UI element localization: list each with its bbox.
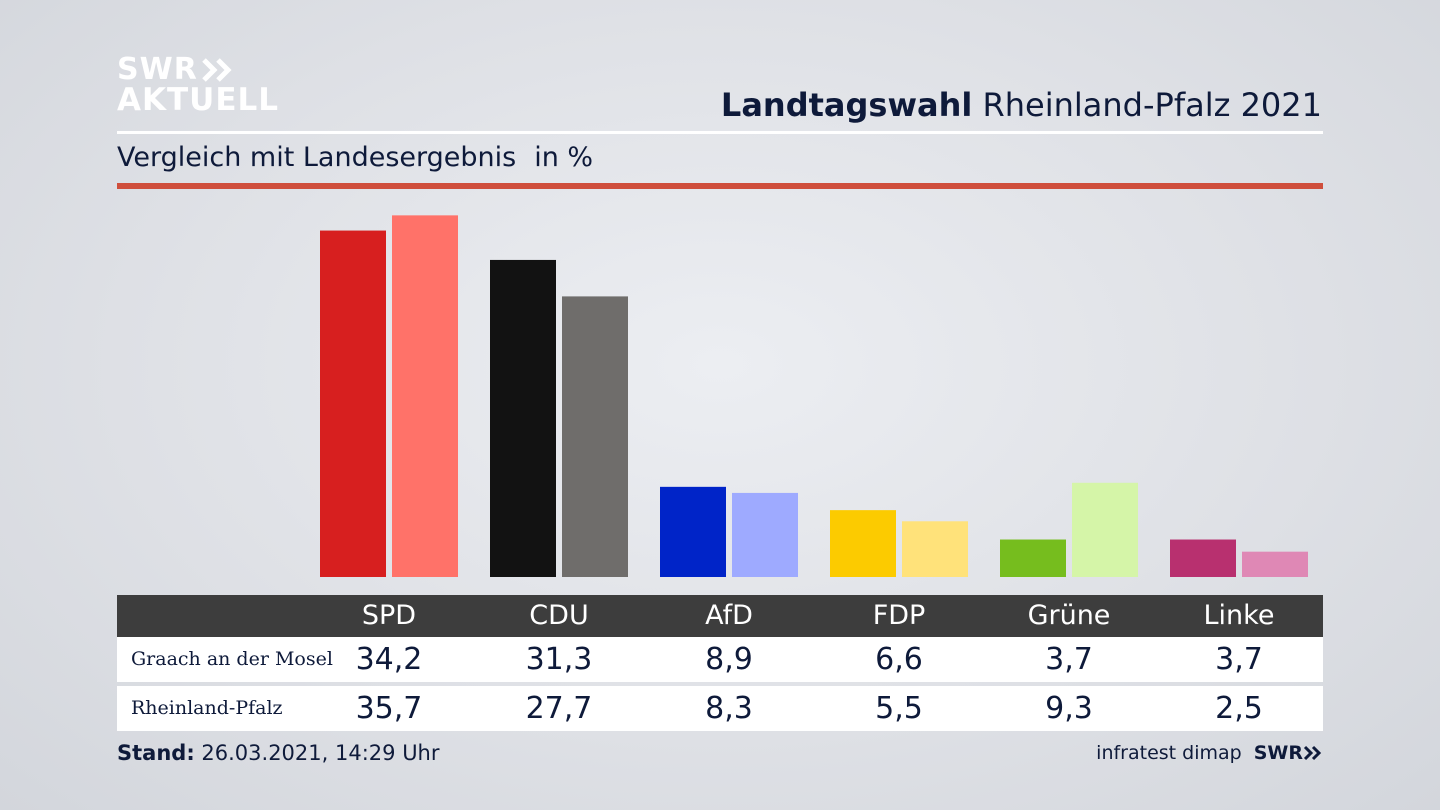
title-bold: Landtagswahl — [720, 86, 973, 124]
column-header: FDP — [872, 600, 926, 631]
table-row: Rheinland-Pfalz 35,7 27,7 8,3 5,5 9,3 2,5 — [117, 686, 1323, 731]
title-rest: Rheinland-Pfalz 2021 — [982, 86, 1322, 124]
value-cell: 3,7 — [1045, 642, 1093, 677]
column-header: Grüne — [1027, 600, 1111, 631]
bar-linke-local — [1170, 539, 1236, 577]
bar-grüne-state — [1072, 482, 1138, 577]
bar-cdu-local — [490, 259, 556, 577]
logo-line-2: AKTUELL — [117, 82, 280, 118]
value-cell: 31,3 — [525, 642, 593, 677]
stand-value: 26.03.2021, 14:29 Uhr — [201, 741, 440, 765]
value-cell: 27,7 — [525, 691, 593, 726]
unit-label: in % — [534, 142, 594, 173]
swr-aktuell-logo: SWR AKTUELL — [117, 54, 279, 116]
value-cell: 8,9 — [705, 642, 753, 677]
source-label: infratest dimap — [1096, 742, 1242, 764]
bar-grüne-local — [1000, 539, 1066, 577]
bar-afd-local — [660, 486, 726, 577]
double-chevron-icon — [1303, 745, 1322, 761]
chart-subtitle: Vergleich mit Landesergebnis in % — [117, 142, 593, 173]
bar-spd-state — [392, 215, 458, 577]
footer-swr-logo: SWR — [1254, 742, 1323, 764]
value-cell: 34,2 — [355, 642, 423, 677]
accent-divider — [117, 183, 1323, 189]
chart-title: Landtagswahl Rheinland-Pfalz 2021 — [721, 86, 1322, 124]
table-header: SPD CDU AfD FDP Grüne Linke — [117, 595, 1323, 637]
logo-line-1: SWR — [117, 52, 198, 87]
bar-afd-state — [732, 492, 798, 577]
column-header: SPD — [361, 600, 417, 631]
bar-fdp-state — [902, 521, 968, 577]
column-header: CDU — [529, 600, 589, 631]
footer-brand: SWR — [1253, 742, 1303, 764]
bar-fdp-local — [830, 510, 896, 577]
value-cell: 2,5 — [1215, 691, 1263, 726]
value-cell: 35,7 — [355, 691, 423, 726]
bar-cdu-state — [562, 296, 628, 577]
value-cell: 5,5 — [875, 691, 923, 726]
value-cell: 6,6 — [875, 642, 923, 677]
results-table: SPD CDU AfD FDP Grüne Linke Graach an der Mos… — [117, 595, 1323, 731]
column-header: Linke — [1203, 600, 1275, 631]
column-header: AfD — [705, 600, 753, 631]
bar-spd-local — [320, 230, 386, 577]
stand-label: Stand: — [117, 741, 195, 765]
footer-credits: infratest dimap SWR — [1096, 742, 1323, 764]
row-label: Graach an der Mosel — [131, 648, 333, 670]
table-row: Graach an der Mosel 34,2 31,3 8,9 6,6 3,7 3,7 — [117, 637, 1323, 682]
value-cell: 3,7 — [1215, 642, 1263, 677]
subtitle-text: Vergleich mit Landesergebnis — [117, 142, 517, 173]
bar-linke-state — [1242, 551, 1308, 577]
header-divider — [117, 131, 1323, 134]
timestamp: Stand: 26.03.2021, 14:29 Uhr — [117, 741, 440, 765]
value-cell: 9,3 — [1045, 691, 1093, 726]
value-cell: 8,3 — [705, 691, 753, 726]
double-chevron-icon — [202, 57, 232, 82]
row-label: Rheinland-Pfalz — [131, 697, 283, 719]
